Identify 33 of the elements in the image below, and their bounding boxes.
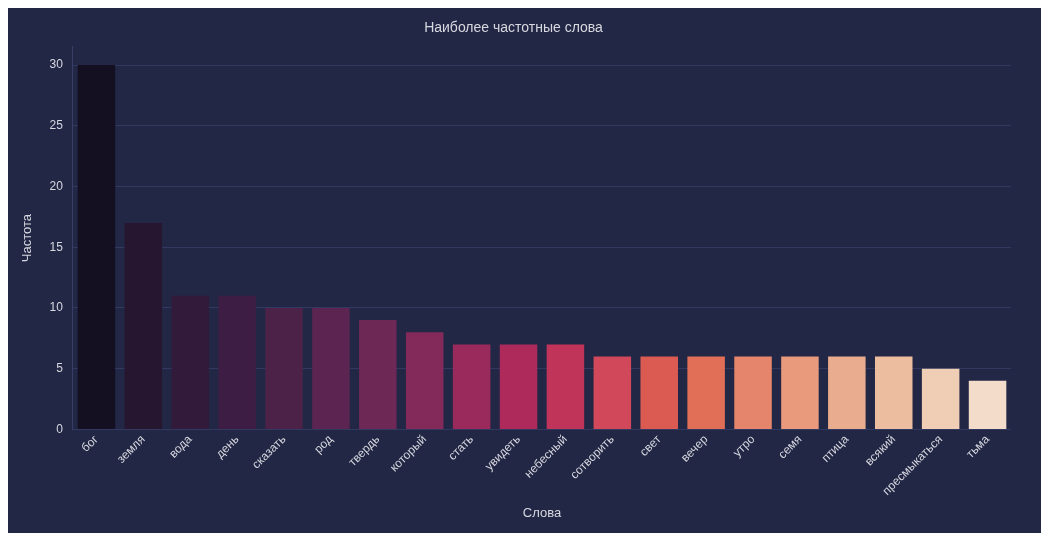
bar [265, 307, 303, 429]
bar [218, 295, 256, 429]
y-tick-label: 25 [49, 118, 64, 133]
bar [405, 332, 444, 429]
bar [312, 307, 350, 429]
bar [921, 368, 960, 429]
y-tick-label: 30 [49, 57, 64, 72]
x-tick-label: свет [636, 431, 665, 459]
bar [874, 356, 913, 429]
bar [124, 222, 163, 429]
bar [781, 356, 819, 429]
x-tick-label: род [311, 432, 336, 457]
x-tick-label: бог [78, 431, 102, 455]
y-tick-label: 15 [49, 239, 64, 254]
chart-title: Наиболее частотные слова [424, 19, 604, 36]
y-tick-label: 0 [56, 421, 64, 436]
bar [77, 65, 116, 429]
bar [359, 320, 397, 429]
bar [968, 380, 1007, 429]
bar [640, 356, 678, 429]
x-axis-title: Слова [522, 504, 562, 520]
y-tick-label: 5 [56, 361, 64, 376]
bar [734, 356, 772, 429]
bar [171, 295, 209, 429]
bar [828, 356, 866, 429]
bar [452, 344, 491, 429]
y-axis-title: Частота [19, 213, 35, 263]
y-tick-label: 10 [49, 300, 64, 315]
bar [546, 344, 585, 429]
bar [499, 344, 538, 429]
y-tick-label: 20 [49, 178, 64, 193]
bar [687, 356, 725, 429]
bar [593, 356, 632, 429]
